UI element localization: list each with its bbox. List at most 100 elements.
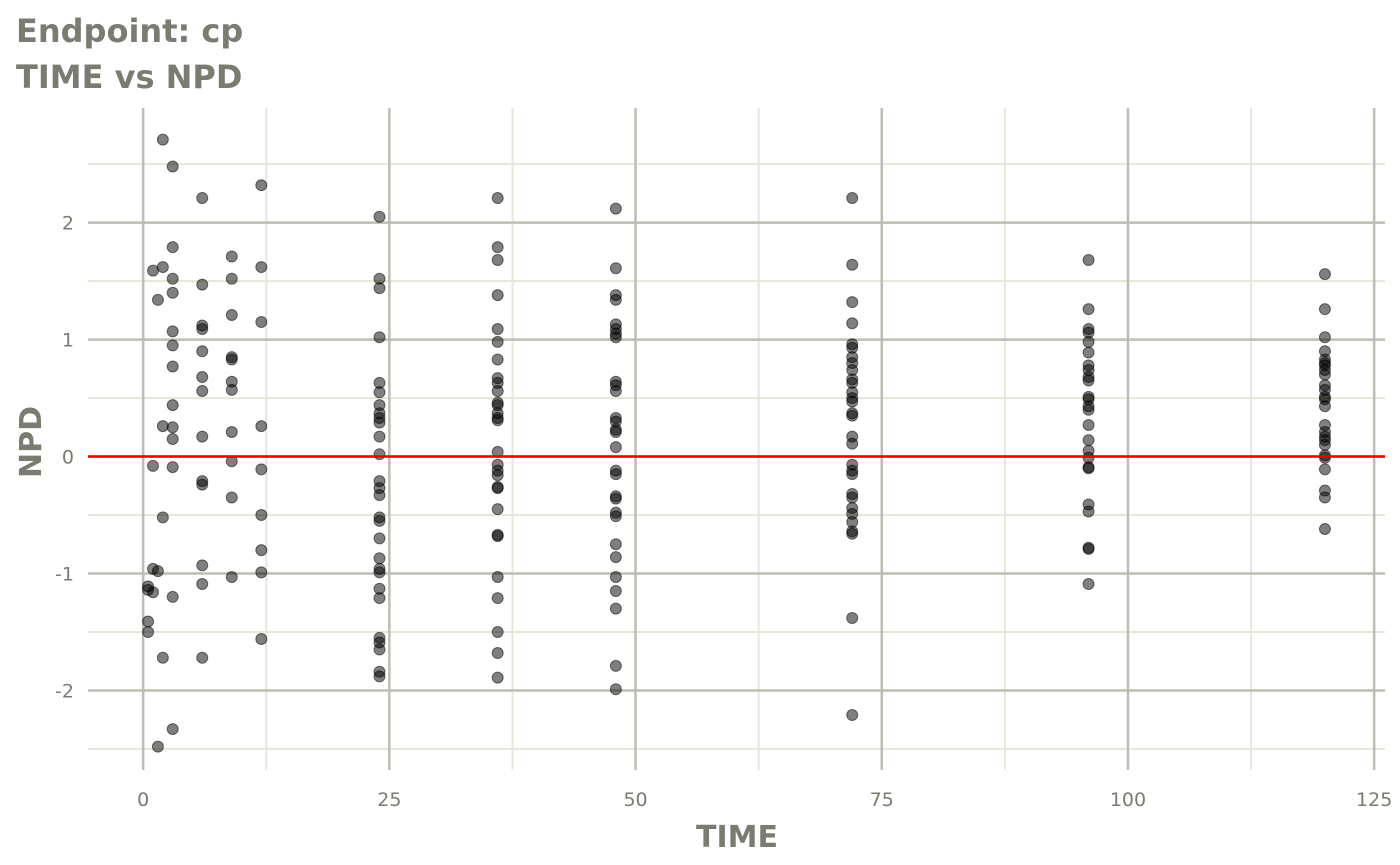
data-point bbox=[609, 585, 622, 598]
data-point bbox=[255, 566, 268, 579]
data-point bbox=[491, 503, 504, 516]
data-point bbox=[491, 323, 504, 336]
data-point bbox=[166, 590, 179, 603]
data-point bbox=[146, 459, 159, 472]
data-point bbox=[846, 258, 859, 271]
data-point bbox=[491, 254, 504, 267]
y-tick-label: -1 bbox=[55, 564, 74, 586]
x-tick-label: 100 bbox=[1110, 789, 1146, 811]
data-point bbox=[491, 671, 504, 684]
data-point bbox=[609, 441, 622, 454]
data-point bbox=[846, 468, 859, 481]
x-tick-label: 25 bbox=[377, 789, 401, 811]
points bbox=[142, 133, 1331, 753]
data-point bbox=[142, 625, 155, 638]
data-point bbox=[1082, 335, 1095, 348]
data-point bbox=[255, 316, 268, 329]
data-point bbox=[846, 317, 859, 330]
data-point bbox=[373, 448, 386, 461]
data-point bbox=[166, 399, 179, 412]
data-point bbox=[166, 723, 179, 736]
data-point bbox=[166, 421, 179, 434]
data-point bbox=[491, 335, 504, 348]
data-point bbox=[609, 331, 622, 344]
data-point bbox=[373, 489, 386, 502]
chart-title-endpoint: Endpoint: cp bbox=[16, 12, 244, 50]
data-point bbox=[609, 659, 622, 672]
data-point bbox=[1318, 523, 1331, 536]
data-point bbox=[373, 210, 386, 223]
data-point bbox=[846, 709, 859, 722]
data-point bbox=[255, 509, 268, 522]
data-point bbox=[373, 592, 386, 605]
data-point bbox=[255, 261, 268, 274]
data-point bbox=[225, 309, 238, 322]
x-tick-label: 50 bbox=[623, 789, 647, 811]
data-point bbox=[156, 133, 169, 146]
data-point bbox=[373, 282, 386, 295]
data-point bbox=[225, 491, 238, 504]
chart-title: TIME vs NPD bbox=[16, 58, 243, 96]
data-point bbox=[846, 527, 859, 540]
data-point bbox=[373, 514, 386, 527]
data-point bbox=[196, 371, 209, 384]
data-point bbox=[1318, 268, 1331, 281]
data-point bbox=[491, 647, 504, 660]
data-point bbox=[1082, 418, 1095, 431]
data-point bbox=[151, 740, 164, 753]
data-point bbox=[255, 463, 268, 476]
data-point bbox=[609, 385, 622, 398]
data-point bbox=[1082, 403, 1095, 416]
x-tick-label: 75 bbox=[870, 789, 894, 811]
data-point bbox=[609, 510, 622, 523]
data-point bbox=[373, 643, 386, 656]
data-point bbox=[1082, 346, 1095, 359]
data-point bbox=[373, 670, 386, 683]
data-point bbox=[156, 511, 169, 524]
data-point bbox=[225, 571, 238, 584]
data-point bbox=[255, 633, 268, 646]
data-point bbox=[1318, 463, 1331, 476]
data-point bbox=[1082, 374, 1095, 387]
data-point bbox=[373, 331, 386, 344]
data-point bbox=[491, 571, 504, 584]
data-point bbox=[1318, 331, 1331, 344]
data-point bbox=[225, 250, 238, 263]
data-point bbox=[151, 293, 164, 306]
x-axis-label: TIME bbox=[696, 820, 778, 855]
data-point bbox=[1318, 303, 1331, 316]
data-point bbox=[166, 272, 179, 285]
data-point bbox=[846, 437, 859, 450]
x-tick-label: 125 bbox=[1356, 789, 1392, 811]
data-point bbox=[609, 492, 622, 505]
data-point bbox=[156, 420, 169, 433]
data-point bbox=[225, 425, 238, 438]
data-point bbox=[609, 538, 622, 551]
data-point bbox=[196, 651, 209, 664]
data-point bbox=[491, 482, 504, 495]
data-point bbox=[846, 491, 859, 504]
y-tick-label: -2 bbox=[55, 680, 74, 702]
data-point bbox=[146, 264, 159, 277]
data-point bbox=[196, 278, 209, 291]
y-axis-label: NPD bbox=[14, 406, 49, 478]
data-point bbox=[166, 241, 179, 254]
data-point bbox=[166, 286, 179, 299]
data-point bbox=[1082, 462, 1095, 475]
data-point bbox=[255, 179, 268, 192]
data-point bbox=[846, 192, 859, 205]
data-point bbox=[166, 325, 179, 338]
data-point bbox=[156, 651, 169, 664]
data-point bbox=[196, 192, 209, 205]
data-point bbox=[196, 385, 209, 398]
data-point bbox=[609, 202, 622, 215]
data-point bbox=[1082, 505, 1095, 518]
data-point bbox=[1318, 400, 1331, 413]
y-tick-label: 1 bbox=[62, 330, 74, 352]
data-point bbox=[196, 578, 209, 591]
y-tick-label: 0 bbox=[62, 447, 74, 469]
data-point bbox=[609, 683, 622, 696]
data-point bbox=[846, 409, 859, 422]
data-point bbox=[166, 360, 179, 373]
